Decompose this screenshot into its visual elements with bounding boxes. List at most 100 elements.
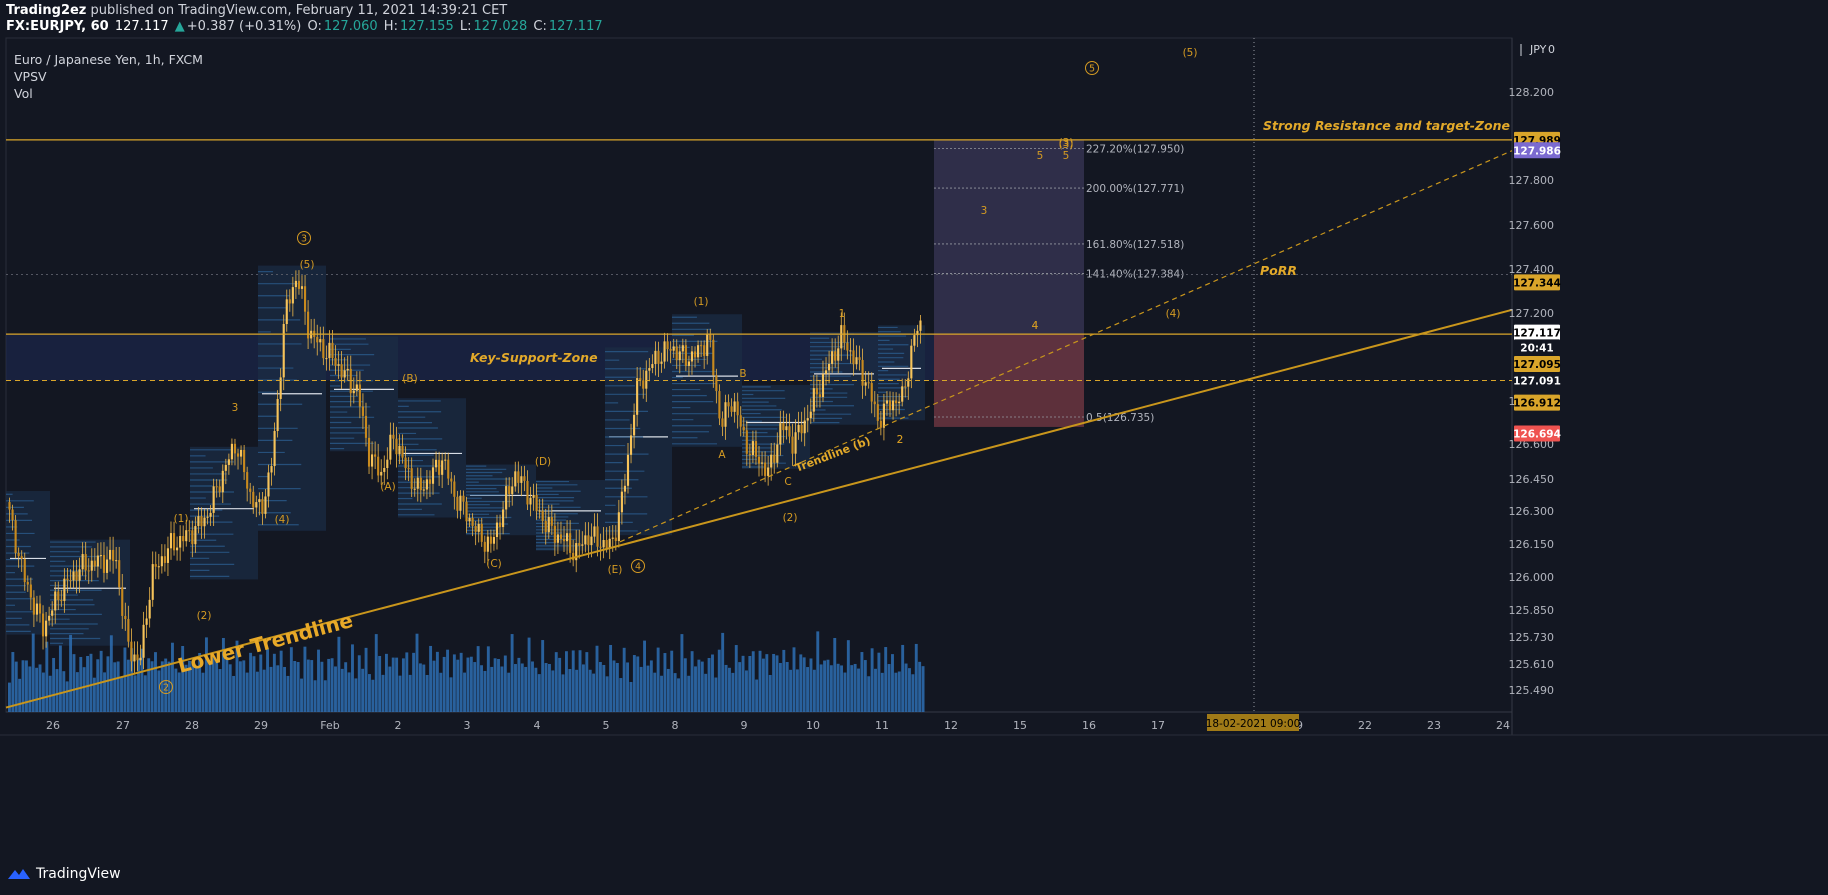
candle-body — [136, 654, 139, 661]
price-label-box[interactable] — [1514, 394, 1560, 411]
candle-body — [434, 459, 438, 468]
y-axis-tick: 126.450 — [1509, 473, 1555, 486]
volume-bar — [351, 644, 354, 712]
candle-body — [20, 556, 23, 559]
candle-body — [154, 564, 157, 567]
volume-bar — [296, 662, 300, 712]
volume-bar — [225, 659, 229, 712]
volume-bar — [558, 657, 562, 712]
legend-title[interactable]: Euro / Japanese Yen, 1h, FXCM — [14, 52, 203, 67]
wave-circle-label: 3 — [301, 234, 307, 245]
published-text: published on TradingView.com, February 1… — [90, 3, 508, 18]
volume-bar — [157, 670, 161, 712]
candle-body — [166, 548, 170, 563]
candle-body — [672, 346, 675, 351]
price-label-box[interactable] — [1514, 142, 1560, 159]
candle-body — [663, 341, 666, 362]
volume-bar — [330, 658, 334, 712]
trendline-b[interactable] — [619, 150, 1513, 543]
candle-body — [562, 538, 566, 542]
volume-bar — [198, 652, 202, 712]
wave-circle-label: 2 — [163, 683, 169, 694]
price-label-box[interactable] — [1514, 324, 1560, 341]
price-label-box[interactable] — [1514, 339, 1560, 356]
candle-body — [520, 476, 523, 483]
candle-body — [285, 299, 288, 325]
candle-body — [8, 502, 11, 510]
volume-bar — [300, 678, 303, 712]
price-label-box[interactable] — [1514, 355, 1560, 372]
candle-body — [200, 516, 203, 527]
candle-body — [99, 555, 102, 557]
volume-bar — [120, 677, 123, 712]
candle-body — [596, 526, 599, 547]
candle-body — [322, 339, 325, 359]
candle-body — [255, 502, 258, 508]
candle-body — [17, 552, 20, 557]
candle-body — [273, 431, 276, 467]
candle-body — [532, 494, 535, 498]
candle-body — [118, 560, 121, 588]
volume-bar — [79, 656, 83, 712]
candle-body — [416, 477, 419, 489]
volume-bar — [92, 677, 96, 712]
volume-bar — [106, 656, 110, 712]
volume-bar — [870, 648, 874, 712]
volume-bar — [82, 667, 86, 712]
volume-bar — [418, 663, 422, 712]
porr-annotation: PoRR — [1260, 263, 1297, 278]
volume-bar — [147, 658, 151, 712]
candle-body — [261, 499, 264, 514]
price-label-box[interactable] — [1514, 425, 1560, 442]
volume-bar — [880, 672, 884, 712]
candle-body — [736, 401, 739, 416]
candle-body — [328, 342, 331, 359]
candle-body — [57, 591, 60, 601]
volume-bar — [425, 674, 429, 712]
volume-bar — [55, 669, 59, 712]
candle-body — [587, 535, 590, 546]
candle-body — [517, 471, 520, 483]
volume-bar — [833, 637, 837, 712]
candle-body — [364, 415, 368, 438]
footer-brand[interactable]: TradingView — [8, 866, 121, 882]
symbol-label[interactable]: FX:EURJPY, 60 — [6, 19, 109, 34]
candle-body — [852, 350, 855, 365]
y-axis-tick: 127.800 — [1509, 174, 1555, 187]
volume-bar — [531, 661, 534, 712]
author-name[interactable]: Trading2ez — [6, 3, 87, 18]
volume-bar — [384, 653, 388, 712]
volume-bar — [171, 642, 174, 712]
legend-indicator-vol[interactable]: Vol — [14, 86, 33, 101]
candle-body — [413, 488, 416, 490]
candle-body — [867, 382, 870, 384]
price-label-box[interactable] — [1514, 274, 1560, 291]
candle-body — [904, 386, 907, 388]
volume-bar — [21, 660, 25, 712]
volume-bar — [731, 672, 735, 712]
legend-indicator-vpsv[interactable]: VPSV — [14, 69, 47, 84]
candle-body — [642, 380, 645, 389]
fib-level-label: 200.00%(127.771) — [1086, 183, 1184, 195]
volume-bar — [500, 666, 504, 712]
volume-bar — [823, 660, 827, 712]
wave-label: 3 — [232, 402, 239, 414]
volume-bar — [204, 637, 208, 712]
lower-trendline[interactable] — [5, 308, 1513, 709]
wave-label: (3) — [1059, 139, 1074, 151]
volume-bar — [279, 650, 283, 712]
volume-bar — [524, 666, 528, 712]
volume-bar — [401, 658, 405, 712]
volume-bar — [272, 653, 276, 712]
y-axis-tick: 127.200 — [1509, 307, 1555, 320]
volume-bar — [829, 665, 833, 712]
candle-body — [480, 523, 483, 542]
candle-body — [188, 530, 191, 532]
candle-body — [828, 363, 831, 371]
volume-bar — [69, 634, 73, 712]
price-label-box[interactable] — [1514, 372, 1560, 389]
candle-body — [919, 320, 922, 331]
candle-body — [846, 342, 849, 351]
candle-body — [831, 351, 834, 364]
